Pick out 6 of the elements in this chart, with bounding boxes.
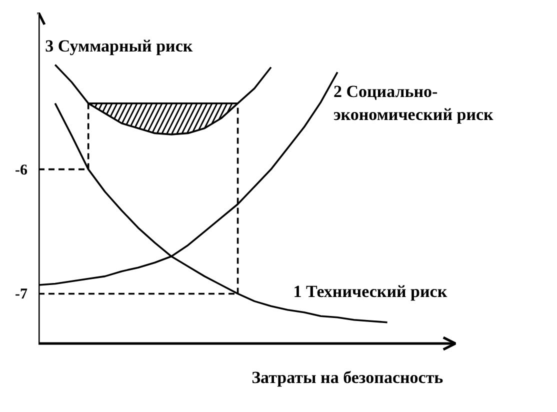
y-tick-label: -6 [15, 162, 28, 178]
series-label: 2 Социально- экономический риск [333, 82, 494, 124]
x-axis-title: Затраты на безопасность [252, 368, 444, 387]
y-tick-label: -7 [15, 286, 28, 303]
series-label: 1 Технический риск [293, 282, 448, 301]
legend-label: 3 Суммарный риск [45, 36, 193, 56]
